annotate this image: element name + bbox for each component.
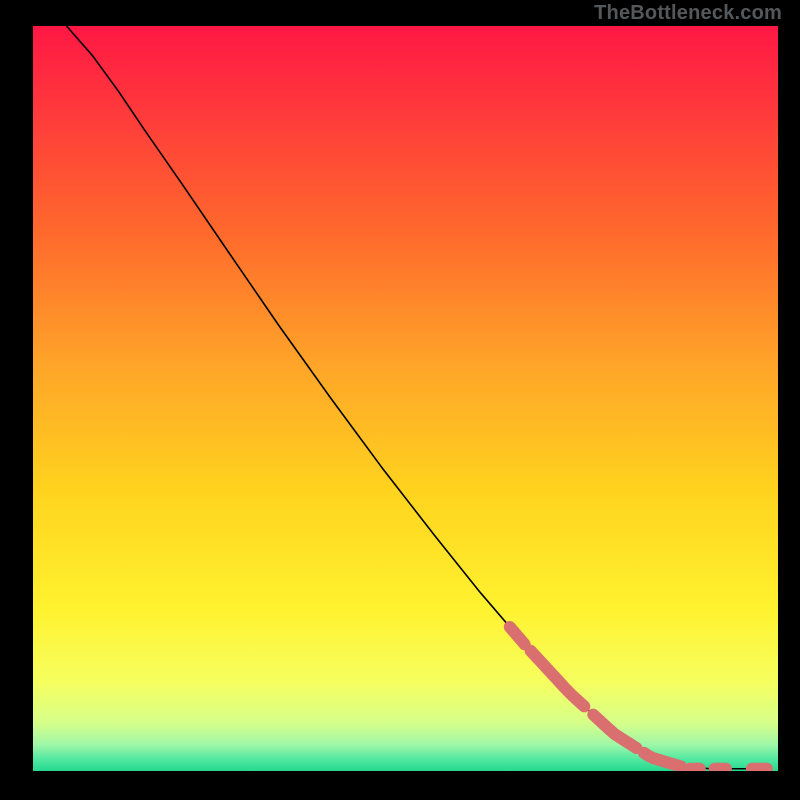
plot-area [33,26,778,771]
chart-svg [33,26,778,771]
watermark-text: TheBottleneck.com [594,2,782,25]
gradient-background [33,26,778,771]
chart-frame: TheBottleneck.com [0,0,800,800]
